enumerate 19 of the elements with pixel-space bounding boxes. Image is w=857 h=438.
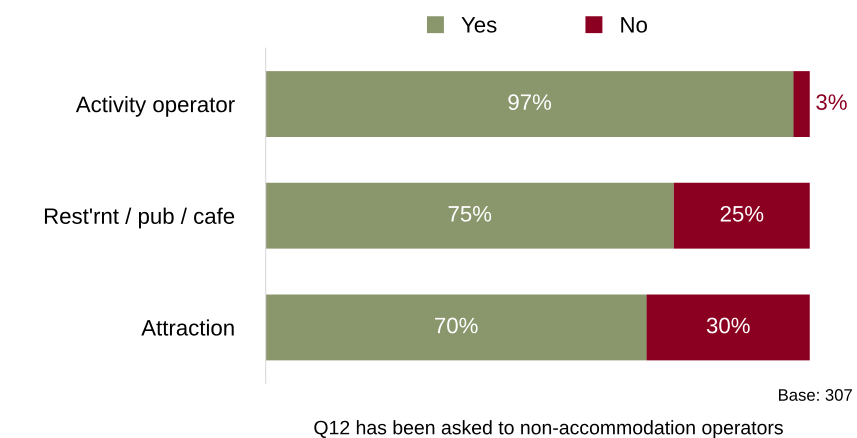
bar <box>794 71 810 137</box>
data-label: 70% <box>435 318 478 334</box>
y-tick-label: Activity operator <box>76 96 235 117</box>
text: Base: 307 <box>779 389 852 401</box>
bar <box>266 294 647 360</box>
data-label: 30% <box>706 318 750 334</box>
y-tick-label: Rest'rnt / pub / cafe <box>44 208 234 228</box>
bar <box>266 182 674 249</box>
data-label: 3% <box>816 94 847 110</box>
data-label: 25% <box>720 206 764 222</box>
legend-label: Yes <box>461 17 496 33</box>
bar <box>266 71 794 137</box>
data-label: 97% <box>508 94 552 110</box>
data-label: 75% <box>448 206 492 222</box>
text: Q12 has been asked to non-accommodation operators <box>314 420 783 438</box>
bar <box>674 182 810 249</box>
legend-label: No <box>621 17 647 33</box>
y-tick-label: Attraction <box>141 319 234 336</box>
bar <box>646 294 810 360</box>
